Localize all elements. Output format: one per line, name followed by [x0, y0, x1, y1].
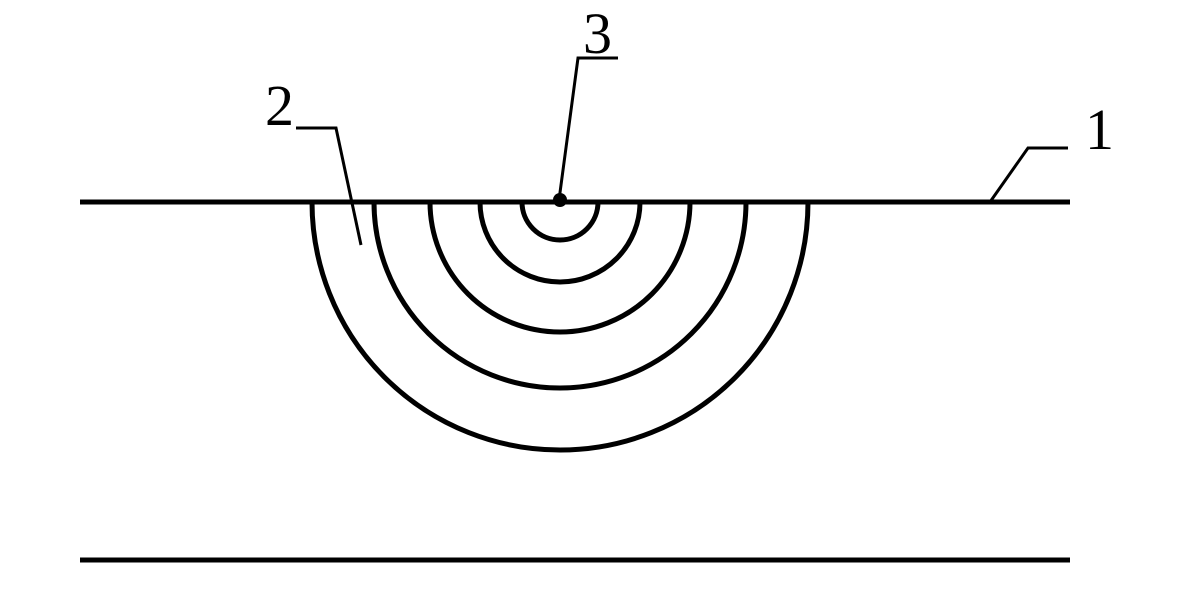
callout-leader-3 [559, 58, 618, 200]
callout-leader-2 [296, 128, 361, 245]
arc-1 [522, 202, 598, 240]
arc-3 [430, 202, 690, 332]
arc-4 [374, 202, 746, 388]
callout-label-1: 1 [1085, 96, 1114, 163]
callout-leader-1 [990, 148, 1068, 202]
callout-label-2: 2 [265, 72, 294, 139]
callout-label-3: 3 [583, 0, 612, 67]
